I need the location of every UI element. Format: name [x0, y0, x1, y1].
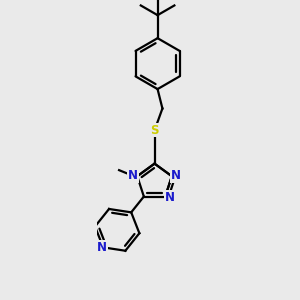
Text: N: N — [164, 190, 175, 204]
Text: N: N — [128, 169, 138, 182]
Text: N: N — [171, 169, 181, 182]
Text: S: S — [150, 124, 159, 137]
Text: N: N — [97, 241, 107, 254]
